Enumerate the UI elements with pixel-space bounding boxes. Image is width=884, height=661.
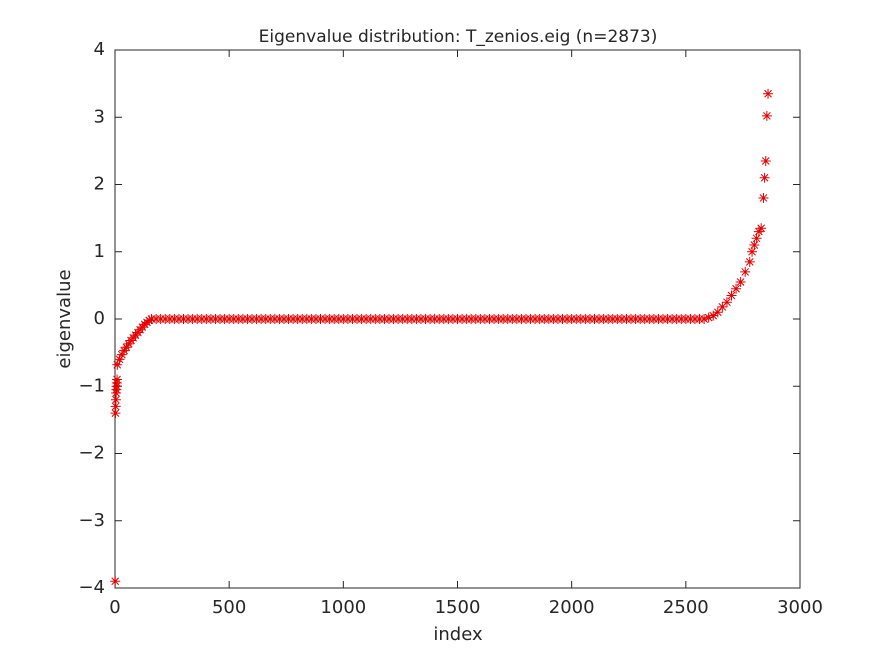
data-point [744, 256, 755, 267]
data-point [759, 172, 770, 183]
data-point [123, 338, 134, 349]
data-point [731, 283, 742, 294]
x-tick-label: 2000 [549, 597, 595, 618]
data-point [144, 315, 155, 326]
data-point [760, 155, 771, 166]
data-point [114, 354, 125, 365]
data-point [763, 88, 774, 99]
data-point [116, 349, 127, 360]
x-tick-label: 3000 [777, 597, 823, 618]
data-point [112, 374, 123, 385]
y-tick-label: 4 [94, 39, 105, 60]
x-tick-label: 1000 [320, 597, 366, 618]
y-tick-label: −4 [78, 577, 105, 598]
x-tick-label: 1500 [435, 597, 481, 618]
data-point [717, 301, 728, 312]
data-point [735, 277, 746, 288]
data-point [726, 290, 737, 301]
data-point [119, 345, 130, 356]
data-point [703, 312, 714, 323]
data-point [708, 310, 719, 321]
data-point [740, 266, 751, 277]
y-axis-label: eigenvalue [54, 269, 75, 368]
chart-title: Eigenvalue distribution: T_zenios.eig (n… [259, 27, 658, 47]
y-tick-label: 2 [94, 174, 105, 195]
data-point [121, 342, 132, 353]
data-point [751, 233, 762, 244]
data-point [753, 226, 764, 237]
x-tick-label: 500 [212, 597, 246, 618]
y-tick-label: 1 [94, 241, 105, 262]
data-point [747, 246, 758, 257]
y-tick-label: −2 [78, 443, 105, 464]
y-tick-label: 3 [94, 106, 105, 127]
y-tick-label: 0 [94, 308, 105, 329]
data-point [721, 297, 732, 308]
data-point [110, 401, 121, 412]
x-axis-label: index [433, 624, 483, 645]
data-point [110, 576, 121, 587]
y-tick-label: −1 [78, 375, 105, 396]
x-tick-label: 0 [109, 597, 120, 618]
data-point [110, 408, 121, 419]
data-point [699, 314, 710, 324]
data-point [749, 240, 760, 251]
data-point [758, 192, 769, 203]
data-point [761, 110, 772, 121]
data-point [112, 359, 123, 370]
data-point [712, 307, 723, 318]
data-point [756, 223, 767, 234]
y-tick-label: −3 [78, 510, 105, 531]
x-tick-label: 2500 [663, 597, 709, 618]
data-point [110, 394, 121, 405]
